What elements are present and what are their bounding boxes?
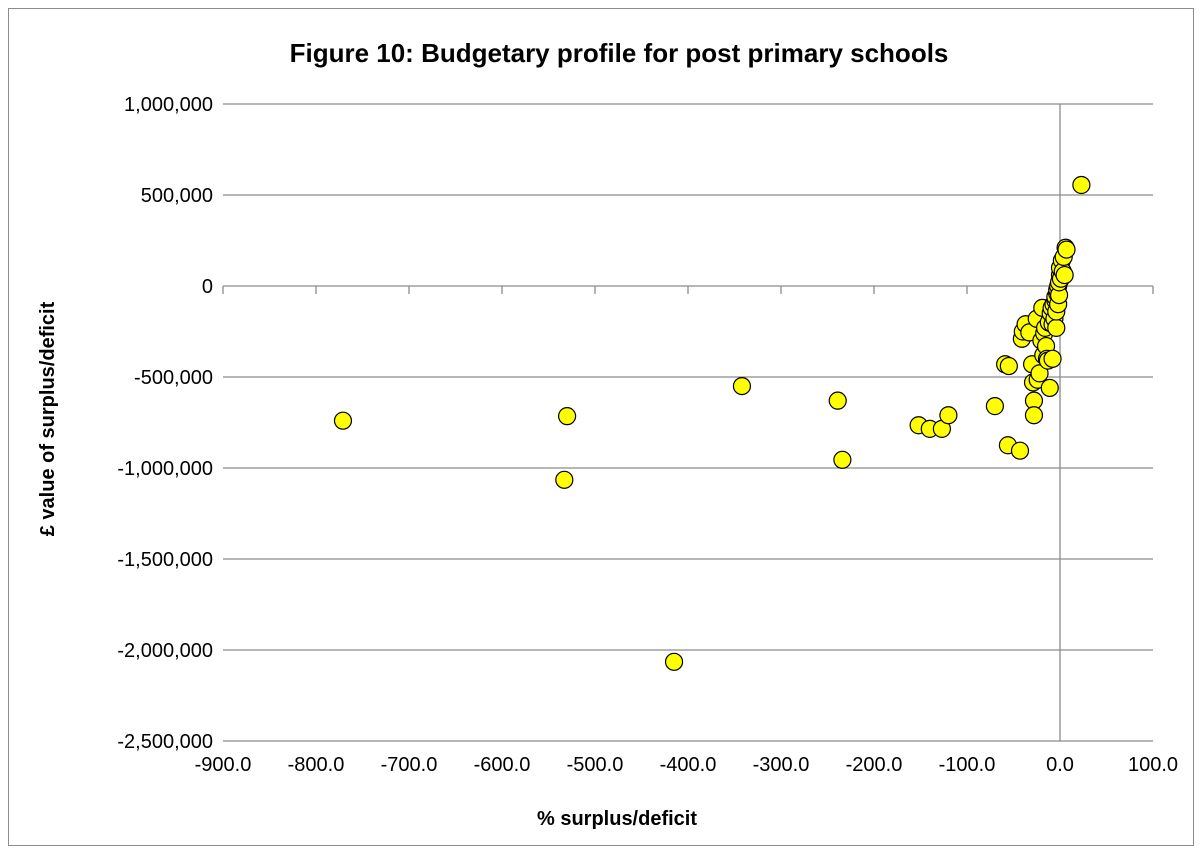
data-point (939, 406, 958, 425)
x-tick-label: -900.0 (195, 754, 252, 776)
data-point (1010, 441, 1030, 460)
data-point (1040, 378, 1059, 398)
x-tick-label: -100.0 (939, 754, 996, 776)
data-point (557, 407, 577, 426)
data-point (1043, 349, 1062, 368)
y-tick-label: -1,000,000 (117, 458, 213, 480)
y-tick-label: -2,000,000 (117, 640, 213, 662)
x-tick-label: -700.0 (381, 754, 438, 776)
y-tick-label: 500,000 (141, 185, 213, 207)
y-tick-label: 1,000,000 (124, 94, 213, 116)
x-axis-title: % surplus/deficit (537, 808, 697, 830)
x-tick-label: 0.0 (1046, 754, 1074, 776)
data-point (1072, 175, 1091, 195)
data-point (1030, 364, 1049, 383)
data-point (1055, 265, 1074, 285)
x-tick-label: -400.0 (660, 754, 717, 776)
chart-title: Figure 10: Budgetary profile for post pr… (290, 38, 949, 68)
x-tick-label: -600.0 (474, 754, 531, 776)
x-tick-label: 100.0 (1128, 754, 1178, 776)
y-tick-label: -500,000 (134, 367, 213, 389)
data-point (833, 450, 852, 469)
y-tick-label: -1,500,000 (117, 549, 213, 571)
y-axis-title: £ value of surplus/deficit (37, 301, 59, 536)
scatter-chart: Figure 10: Budgetary profile for post pr… (37, 38, 1178, 830)
y-tick-label: 0 (202, 276, 213, 298)
x-tick-label: -800.0 (288, 754, 345, 776)
chart-frame: Figure 10: Budgetary profile for post pr… (8, 8, 1194, 846)
x-tick-label: -500.0 (567, 754, 624, 776)
data-point (1057, 240, 1076, 259)
axes (222, 104, 1154, 741)
data-point (1024, 406, 1044, 425)
data-point (732, 377, 752, 396)
y-tick-labels: 1,000,000 500,000 0 -500,000 -1,000,000 -1,50… (117, 94, 213, 753)
y-tick-label: -2,500,000 (117, 731, 213, 753)
data-point (333, 411, 353, 430)
data-point (1047, 318, 1066, 337)
data-point (555, 470, 574, 489)
x-tick-label: -200.0 (846, 754, 903, 776)
data-point (664, 652, 684, 671)
data-point (999, 356, 1018, 376)
data-point (828, 391, 847, 410)
gridlines (223, 103, 1153, 742)
data-points (333, 175, 1091, 671)
data-point (985, 397, 1005, 416)
x-tick-labels: -900.0 -800.0 -700.0 -600.0 -500.0 -400.0 -300… (195, 754, 1178, 776)
x-tick-label: -300.0 (753, 754, 810, 776)
